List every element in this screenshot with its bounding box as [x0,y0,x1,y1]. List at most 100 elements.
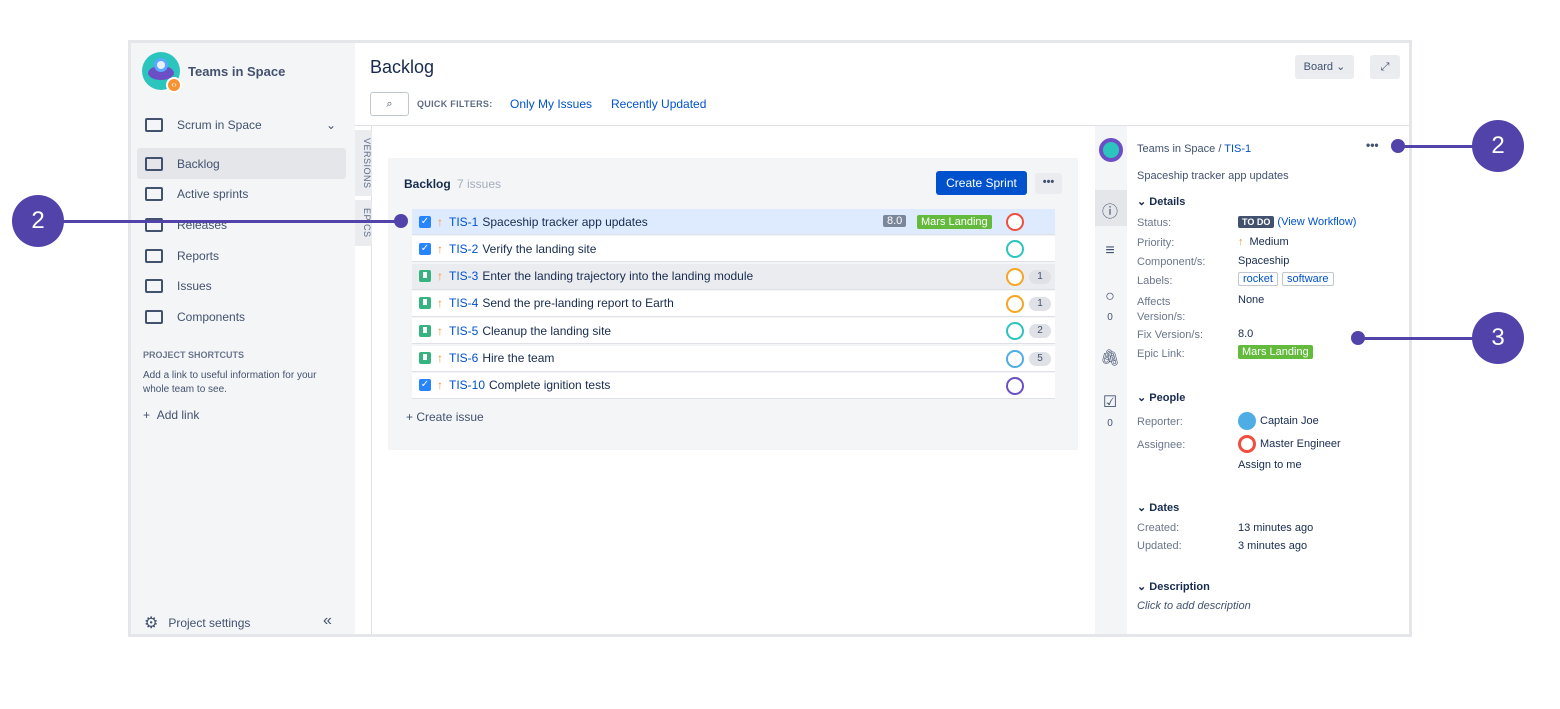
version-lozenge: 8.0 [883,215,907,227]
section-heading: People [1149,392,1186,404]
sort-icon[interactable]: ≡ [1105,242,1115,259]
reporter-name: Captain Joe [1260,415,1319,427]
callout-line [62,220,402,223]
affects-value[interactable]: None [1238,294,1265,306]
status-label: Status: [1137,217,1172,229]
issue-count: 7 issues [457,177,502,191]
collapse-sidebar-icon[interactable]: « [323,612,332,629]
description-section-toggle[interactable]: ⌄ Description [1137,581,1210,593]
project-settings[interactable]: ⚙ Project settings [144,613,250,633]
issue-row[interactable]: ✓ ↑ TIS-10 Complete ignition tests [412,372,1055,399]
assignee-avatar [1006,322,1024,341]
epic-lozenge[interactable]: Mars Landing [1238,345,1313,359]
columns-icon [145,186,163,201]
assignee-avatar [1006,267,1024,286]
sidebar-item-reports[interactable]: Reports [137,240,346,271]
priority-value[interactable]: ↑ Medium [1238,236,1289,248]
reporter-value[interactable]: Captain Joe [1238,412,1319,430]
issue-key[interactable]: TIS-4 [449,296,479,311]
expand-button[interactable]: ⤢ [1370,55,1400,79]
epic-label: Epic Link: [1137,348,1185,360]
create-issue-label: Create issue [416,410,484,424]
fix-version-link[interactable]: 8.0 [1238,328,1254,340]
issue-summary[interactable]: Spaceship tracker app updates [1137,170,1289,182]
issue-row[interactable]: ↑ TIS-4 Send the pre-landing report to Ear… [412,290,1055,317]
priority-medium-icon: ↑ [1238,236,1244,248]
dates-section-toggle[interactable]: ⌄ Dates [1137,502,1180,514]
assignee-avatar [1006,240,1024,259]
section-heading: Description [1149,581,1210,593]
search-input[interactable]: ⌕ [370,92,409,116]
issue-row[interactable]: ↑ TIS-6 Hire the team 5 [412,345,1055,372]
issue-row[interactable]: ↑ TIS-5 Cleanup the landing site 2 [412,318,1055,345]
story-points-badge: 1 [1029,269,1051,284]
chart-icon [145,248,163,263]
issue-row[interactable]: ↑ TIS-3 Enter the landing trajectory into … [412,263,1055,290]
breadcrumb-project[interactable]: Teams in Space [1137,143,1216,155]
info-icon[interactable]: ⓘ [1101,204,1118,221]
priority-medium-icon: ↑ [437,296,443,311]
add-link-label: Add link [156,408,200,422]
sidebar-item-releases[interactable]: Releases [137,209,346,240]
sidebar-item-active-sprints[interactable]: Active sprints [137,178,346,209]
filter-recently-updated[interactable]: Recently Updated [611,97,707,111]
issue-key[interactable]: TIS-3 [449,269,479,284]
avatar [1238,412,1256,430]
callout-line [1398,145,1478,148]
tab-versions[interactable]: VERSIONS [355,130,372,196]
board-selector[interactable]: Scrum in Space ⌄ [137,109,346,140]
issue-key[interactable]: TIS-5 [449,323,479,338]
task-icon: ✓ [419,242,431,255]
gear-icon: ⚙ [144,615,159,632]
create-sprint-button[interactable]: Create Sprint [936,171,1027,195]
issue-key[interactable]: TIS-2 [449,241,479,256]
issue-summary: Cleanup the landing site [482,323,612,338]
assignee-avatar [1006,376,1024,395]
component-link[interactable]: Spaceship [1238,255,1290,267]
issue-key[interactable]: TIS-6 [449,351,479,365]
sidebar-item-components[interactable]: Components [137,301,346,332]
board-button[interactable]: Board ⌄ [1295,55,1354,79]
assignee-avatar [1006,213,1024,231]
assign-to-me-link[interactable]: Assign to me [1238,459,1302,471]
breadcrumb: Teams in Space / TIS-1 [1137,143,1252,155]
component-label: Component/s: [1137,256,1206,268]
story-icon [419,270,431,283]
project-avatar-small [1099,138,1123,162]
status-lozenge[interactable]: TO DO [1238,216,1275,228]
issue-row[interactable]: ✓ ↑ TIS-1 Spaceship tracker app updates 8.0 M… [412,209,1055,235]
details-section-toggle[interactable]: ⌄ Details [1137,196,1186,208]
callout-dot [1391,139,1405,153]
priority-medium-icon: ↑ [437,351,443,365]
callout-badge: 3 [1472,312,1524,364]
label-tag[interactable]: software [1281,272,1334,286]
issue-summary: Hire the team [482,351,555,365]
attachment-icon[interactable]: 🖇 [1100,350,1121,367]
people-section-toggle[interactable]: ⌄ People [1137,392,1186,404]
puzzle-icon [145,309,163,324]
tab-epics[interactable]: EPICS [355,200,372,246]
filter-only-my-issues[interactable]: Only My Issues [510,97,593,111]
more-icon[interactable]: ••• [1366,138,1379,152]
status-value: TO DO (View Workflow) [1238,216,1356,228]
issue-key[interactable]: TIS-10 [449,378,486,393]
issue-key[interactable]: TIS-1 [449,214,479,229]
create-issue-button[interactable]: + Create issue [406,410,484,424]
description-field[interactable]: Click to add description [1137,600,1251,612]
assignee-value[interactable]: Master Engineer [1238,435,1341,453]
callout-badge: 2 [1472,120,1524,172]
sidebar-item-backlog[interactable]: Backlog [137,148,346,179]
sidebar-item-issues[interactable]: Issues [137,270,346,301]
assignee-name: Master Engineer [1260,438,1341,450]
created-label: Created: [1137,522,1180,534]
subtasks-icon[interactable]: ☑ [1102,394,1118,411]
callout-line [1358,337,1478,340]
label-tag[interactable]: rocket [1238,272,1278,286]
comment-icon[interactable]: ○ [1105,288,1115,305]
view-workflow-link[interactable]: (View Workflow) [1277,216,1357,228]
breadcrumb-issue-key[interactable]: TIS-1 [1224,143,1252,155]
issue-row[interactable]: ✓ ↑ TIS-2 Verify the landing site [412,236,1055,263]
more-button[interactable]: ••• [1035,173,1062,194]
add-link-button[interactable]: + Add link [143,408,199,422]
issue-summary: Verify the landing site [482,241,597,256]
